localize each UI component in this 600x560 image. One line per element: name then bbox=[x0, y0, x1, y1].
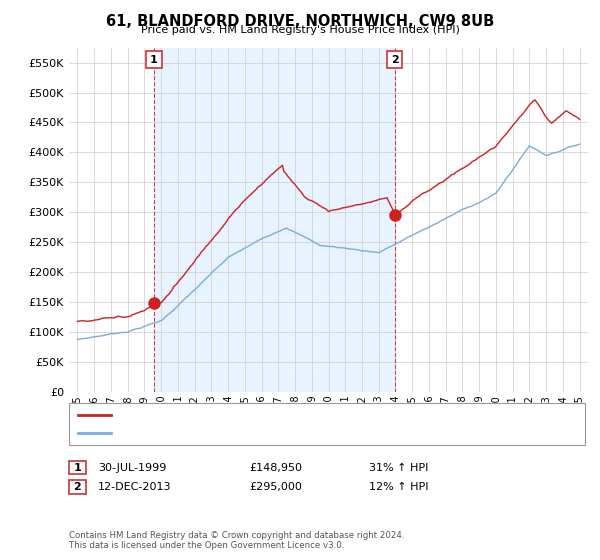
Text: 12-DEC-2013: 12-DEC-2013 bbox=[98, 482, 172, 492]
Bar bbox=[154, 48, 395, 392]
Text: 1: 1 bbox=[74, 463, 81, 473]
Text: Price paid vs. HM Land Registry's House Price Index (HPI): Price paid vs. HM Land Registry's House … bbox=[140, 25, 460, 35]
Text: 31% ↑ HPI: 31% ↑ HPI bbox=[369, 463, 428, 473]
Text: 61, BLANDFORD DRIVE, NORTHWICH, CW9 8UB (detached house): 61, BLANDFORD DRIVE, NORTHWICH, CW9 8UB … bbox=[118, 410, 460, 420]
Text: HPI: Average price, detached house, Cheshire West and Chester: HPI: Average price, detached house, Ches… bbox=[118, 428, 453, 438]
Text: £295,000: £295,000 bbox=[249, 482, 302, 492]
Text: 61, BLANDFORD DRIVE, NORTHWICH, CW9 8UB: 61, BLANDFORD DRIVE, NORTHWICH, CW9 8UB bbox=[106, 14, 494, 29]
Text: 12% ↑ HPI: 12% ↑ HPI bbox=[369, 482, 428, 492]
Text: 2: 2 bbox=[391, 54, 398, 64]
Text: 2: 2 bbox=[74, 482, 81, 492]
Text: £148,950: £148,950 bbox=[249, 463, 302, 473]
Text: Contains HM Land Registry data © Crown copyright and database right 2024.
This d: Contains HM Land Registry data © Crown c… bbox=[69, 530, 404, 550]
Text: 1: 1 bbox=[150, 54, 158, 64]
Text: 30-JUL-1999: 30-JUL-1999 bbox=[98, 463, 166, 473]
